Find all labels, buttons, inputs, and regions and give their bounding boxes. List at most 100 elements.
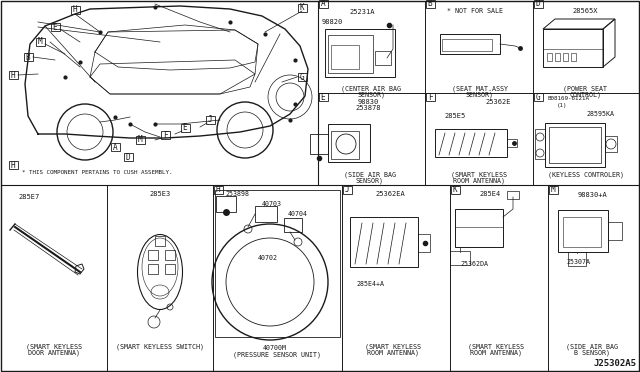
Bar	[342, 186, 351, 194]
Bar	[328, 124, 370, 162]
Text: 253898: 253898	[225, 191, 249, 197]
Text: * NOT FOR SALE: * NOT FOR SALE	[447, 8, 503, 14]
Bar	[534, 93, 543, 101]
Bar	[325, 29, 395, 77]
Text: 40700M: 40700M	[263, 345, 287, 351]
Text: K: K	[452, 186, 458, 195]
Text: J: J	[345, 186, 349, 195]
Text: K: K	[300, 3, 304, 13]
Bar	[507, 191, 519, 199]
Bar	[350, 217, 418, 267]
Bar	[555, 53, 560, 61]
Bar	[608, 222, 622, 240]
Text: H: H	[11, 71, 15, 80]
Text: 28595KA: 28595KA	[586, 111, 614, 117]
Text: 28565X: 28565X	[572, 8, 598, 14]
Bar	[51, 23, 60, 31]
Bar	[605, 136, 617, 152]
Bar	[35, 38, 45, 46]
Bar	[543, 29, 603, 67]
Text: (SMART KEYLESS: (SMART KEYLESS	[26, 343, 82, 350]
Text: 285E4: 285E4	[479, 191, 500, 197]
Text: A: A	[113, 142, 117, 151]
Bar	[435, 129, 507, 157]
Text: (SMART KEYLESS: (SMART KEYLESS	[365, 343, 421, 350]
Bar	[205, 116, 214, 124]
Bar	[418, 234, 430, 252]
Bar	[375, 51, 391, 65]
Bar	[255, 206, 277, 222]
Text: (PRESSURE SENSOR UNIT): (PRESSURE SENSOR UNIT)	[233, 352, 321, 358]
Bar	[319, 93, 328, 101]
Bar	[298, 4, 307, 12]
Text: 40702: 40702	[258, 255, 278, 261]
Bar	[24, 53, 33, 61]
Text: 25231A: 25231A	[349, 9, 375, 15]
Text: M: M	[550, 186, 556, 195]
Text: 40703: 40703	[262, 201, 282, 207]
Bar	[165, 250, 175, 260]
Bar	[310, 134, 328, 154]
Bar	[563, 217, 601, 247]
Text: B: B	[428, 0, 432, 9]
Text: 253878: 253878	[355, 105, 381, 111]
Bar	[450, 251, 470, 265]
Bar	[214, 186, 223, 194]
Text: (CENTER AIR BAG: (CENTER AIR BAG	[341, 86, 401, 93]
Text: D: D	[125, 153, 131, 161]
Text: 25362DA: 25362DA	[460, 261, 488, 267]
Text: G: G	[536, 93, 540, 102]
Bar	[148, 264, 158, 274]
Text: E: E	[182, 124, 188, 132]
Text: * THIS COMPONENT PERTAINS TO CUSH ASSEMBLY.: * THIS COMPONENT PERTAINS TO CUSH ASSEMB…	[22, 170, 173, 174]
Text: H: H	[216, 186, 220, 195]
Bar	[331, 45, 359, 69]
Bar	[148, 250, 158, 260]
Bar	[558, 210, 608, 252]
Text: (SMART KEYLESS SWITCH): (SMART KEYLESS SWITCH)	[116, 343, 204, 350]
Text: 285E5: 285E5	[444, 113, 465, 119]
Text: M: M	[38, 38, 42, 46]
Text: 25362EA: 25362EA	[375, 191, 405, 197]
Text: (1): (1)	[557, 103, 568, 108]
Bar	[136, 136, 145, 144]
Text: E: E	[52, 22, 58, 32]
Text: ROOM ANTENNA): ROOM ANTENNA)	[367, 350, 419, 356]
Bar	[124, 153, 132, 161]
Text: M: M	[138, 135, 142, 144]
Bar	[442, 39, 492, 51]
Bar	[549, 127, 601, 163]
Text: G: G	[300, 73, 304, 81]
Bar	[215, 190, 340, 337]
Text: B08169-6121A: B08169-6121A	[548, 96, 590, 102]
Bar	[547, 53, 552, 61]
Text: A: A	[321, 0, 325, 9]
Text: (KEYLESS CONTROLER): (KEYLESS CONTROLER)	[548, 172, 624, 179]
Text: B SENSOR): B SENSOR)	[574, 350, 610, 356]
Bar	[319, 0, 328, 8]
Bar	[507, 139, 517, 147]
Bar	[535, 129, 545, 159]
Text: 25362E: 25362E	[485, 99, 511, 105]
Bar	[70, 6, 79, 14]
Text: DOOR ANTENNA): DOOR ANTENNA)	[28, 350, 80, 356]
Text: SENSOR): SENSOR)	[466, 91, 494, 97]
Bar	[298, 73, 307, 81]
Bar	[111, 143, 120, 151]
Bar	[180, 124, 189, 132]
Text: 40704: 40704	[288, 211, 308, 217]
Text: B: B	[26, 52, 30, 61]
Text: ROOM ANTENNA): ROOM ANTENNA)	[453, 177, 505, 183]
Bar	[545, 123, 605, 167]
Text: J25302A5: J25302A5	[594, 359, 637, 368]
Bar	[534, 0, 543, 8]
Bar	[161, 131, 170, 139]
Text: 285E3: 285E3	[149, 191, 171, 197]
Bar	[328, 35, 373, 73]
Bar	[8, 161, 17, 169]
Bar	[155, 236, 165, 246]
Text: F: F	[163, 131, 167, 140]
Text: J: J	[208, 115, 212, 125]
Text: (SIDE AIR BAG: (SIDE AIR BAG	[566, 343, 618, 350]
Text: 98830+A: 98830+A	[577, 192, 607, 198]
